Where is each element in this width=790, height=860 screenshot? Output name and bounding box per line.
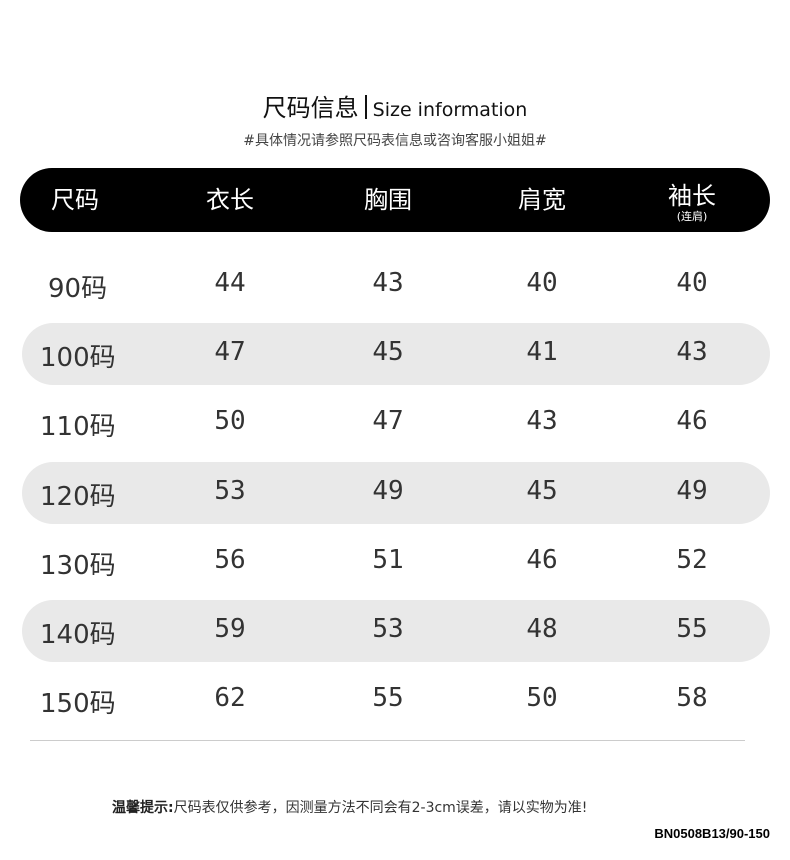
column-header-label: 胸围 xyxy=(364,186,412,214)
table-cell: 59 xyxy=(214,614,246,644)
product-code: BN0508B13/90-150 xyxy=(654,826,770,841)
column-header-label: 衣长 xyxy=(206,186,254,214)
column-header: 肩宽 xyxy=(482,180,602,215)
size-label: 100码 xyxy=(40,343,116,374)
table-cell: 43 xyxy=(676,337,708,368)
column-header-label: 袖长 xyxy=(668,182,716,210)
table-cell: 62 xyxy=(214,683,246,714)
column-header: 尺码 xyxy=(15,180,135,215)
size-label: 150码 xyxy=(40,689,116,720)
size-label: 110码 xyxy=(40,412,116,443)
table-cell: 43 xyxy=(526,406,558,437)
size-label: 120码 xyxy=(40,481,116,512)
table-cell: 58 xyxy=(676,683,708,714)
table-cell: 53 xyxy=(214,475,246,506)
tip-text: 尺码表仅供参考，因测量方法不同会有2-3cm误差，请以实物为准! xyxy=(173,800,588,816)
tip-label: 温馨提示: xyxy=(112,800,174,816)
table-cell: 51 xyxy=(372,544,404,575)
table-cell: 56 xyxy=(214,544,246,575)
column-header-note: (连肩) xyxy=(676,210,708,223)
table-cell: 49 xyxy=(676,475,708,506)
title-cn: 尺码信息 xyxy=(262,94,359,122)
size-label: 140码 xyxy=(40,620,116,650)
row-band xyxy=(22,461,770,524)
table-cell: 49 xyxy=(372,475,404,506)
table-cell: 50 xyxy=(214,406,246,437)
table-cell: 47 xyxy=(214,337,246,368)
table-cell: 50 xyxy=(526,683,558,714)
column-header: 胸围 xyxy=(328,180,448,215)
table-cell: 45 xyxy=(526,475,558,506)
table-cell: 43 xyxy=(372,268,404,298)
table-cell: 52 xyxy=(676,544,708,575)
footer-tip: 温馨提示:尺码表仅供参考，因测量方法不同会有2-3cm误差，请以实物为准! xyxy=(112,797,587,817)
table-cell: 55 xyxy=(372,683,404,714)
divider xyxy=(30,740,745,741)
size-label: 130码 xyxy=(40,550,116,581)
title-en: Size information xyxy=(372,99,528,121)
table-header: 尺码 衣长 胸围 肩宽 袖长 (连肩) xyxy=(20,168,770,232)
size-label: 90码 xyxy=(48,274,108,304)
table-cell: 53 xyxy=(372,614,404,644)
subtitle: #具体情况请参照尺码表信息或咨询客服小姐姐# xyxy=(243,133,547,149)
table-cell: 41 xyxy=(526,337,558,368)
table-cell: 48 xyxy=(526,614,558,644)
table-cell: 45 xyxy=(372,337,404,368)
column-header: 袖长 (连肩) xyxy=(632,176,752,224)
row-band xyxy=(22,323,770,386)
table-cell: 55 xyxy=(676,614,708,644)
table-cell: 46 xyxy=(676,406,708,437)
table-cell: 44 xyxy=(214,268,246,298)
page-title: 尺码信息 Size information xyxy=(0,88,790,123)
table-cell: 47 xyxy=(372,406,404,437)
column-header: 衣长 xyxy=(170,180,290,215)
column-header-label: 肩宽 xyxy=(518,186,566,214)
title-separator xyxy=(364,95,367,119)
table-cell: 40 xyxy=(526,268,558,298)
table-cell: 46 xyxy=(526,544,558,575)
column-header-label: 尺码 xyxy=(51,186,99,214)
row-band xyxy=(22,600,770,662)
table-cell: 40 xyxy=(676,268,708,298)
